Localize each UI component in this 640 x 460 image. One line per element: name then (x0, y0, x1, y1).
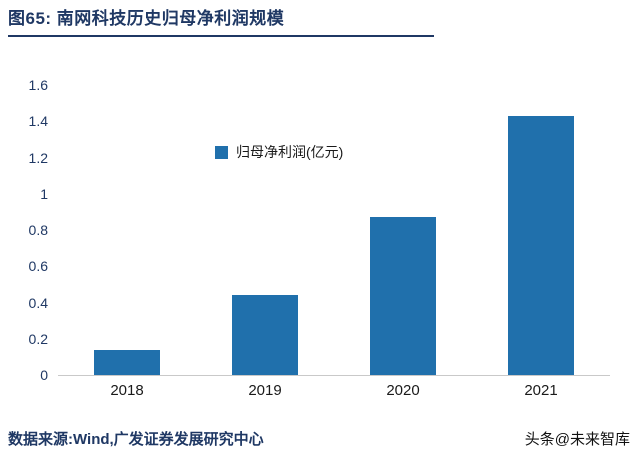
chart-header: 图65: 南网科技历史归母净利润规模 (8, 8, 434, 37)
x-tick-label: 2019 (248, 382, 282, 399)
footer: 数据来源:Wind,广发证券发展研究中心 头条@未来智库 (0, 426, 640, 452)
y-tick-label: 0.8 (28, 222, 48, 238)
legend-swatch (215, 145, 228, 159)
x-tick-label: 2021 (524, 382, 558, 399)
bars-container (58, 85, 610, 375)
bar-slot (58, 85, 196, 375)
y-tick-label: 0.6 (28, 258, 48, 275)
y-tick-label: 1.2 (28, 149, 48, 166)
y-tick-label: 1.4 (28, 113, 48, 130)
chart-title: 图65: 南网科技历史归母净利润规模 (8, 9, 285, 28)
x-tick-label: 2020 (386, 382, 420, 399)
x-tick-label: 2018 (110, 382, 144, 399)
y-tick-label: 0.2 (28, 330, 48, 347)
bar-2018 (94, 349, 160, 375)
bar-slot (334, 85, 472, 375)
bar-2019 (232, 295, 298, 375)
chart-legend: 归母净利润(亿元) (215, 142, 343, 162)
plot-area: 归母净利润(亿元) (58, 85, 610, 376)
bar-slot (196, 85, 334, 375)
legend-label: 归母净利润(亿元) (236, 144, 344, 160)
bar-slot (472, 85, 610, 375)
bar-2020 (370, 217, 436, 375)
y-tick-label: 1.6 (28, 77, 48, 93)
y-tick-label: 0 (40, 367, 48, 383)
y-tick-label: 1 (40, 185, 48, 202)
bar-2021 (508, 115, 574, 375)
data-source-text: 数据来源:Wind,广发证券发展研究中心 (8, 431, 264, 448)
title-underline (8, 35, 434, 37)
y-tick-label: 0.4 (28, 294, 48, 311)
y-axis: 0 0.2 0.4 0.6 0.8 1 1.2 1.4 1.6 (0, 78, 48, 382)
watermark-text: 头条@未来智库 (524, 431, 630, 448)
x-axis: 2018 2019 2020 2021 (58, 382, 610, 399)
